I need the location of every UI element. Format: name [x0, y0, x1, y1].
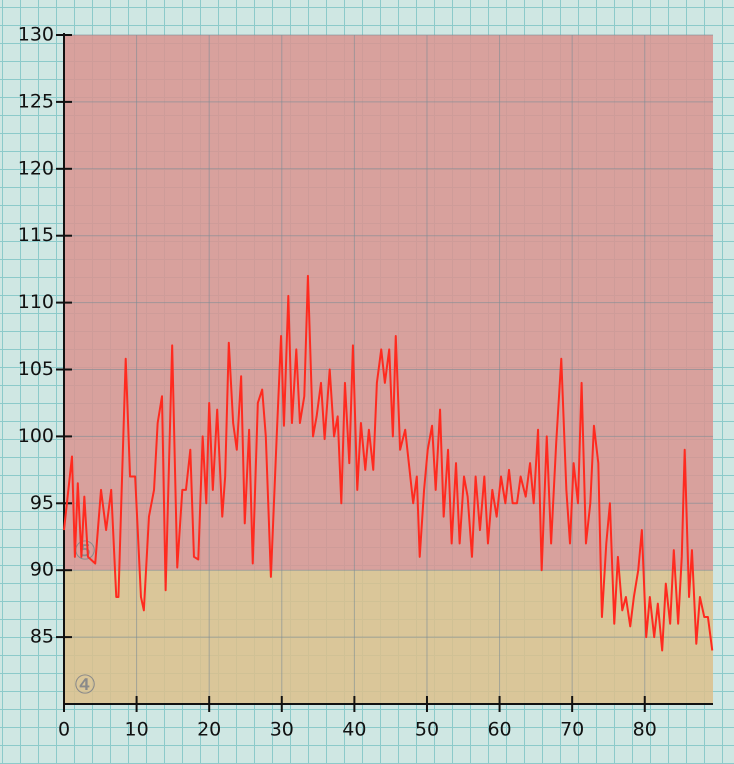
y-tick-label: 125	[18, 90, 54, 112]
y-tick-label: 130	[18, 24, 54, 46]
x-tick-label: 30	[270, 719, 294, 741]
y-tick-label: 100	[18, 425, 54, 447]
x-tick-label: 0	[58, 719, 70, 741]
zone-label: ④	[73, 671, 96, 701]
data-line	[63, 274, 714, 652]
x-tick-label: 20	[197, 719, 221, 741]
y-tick-label: 95	[30, 492, 54, 514]
x-tick-label: 80	[633, 719, 657, 741]
y-tick-label: 110	[18, 291, 54, 313]
x-tick-label: 10	[125, 719, 149, 741]
x-tick-label: 60	[487, 719, 511, 741]
x-tick-label: 40	[342, 719, 366, 741]
x-tick-label: 50	[415, 719, 439, 741]
x-tick-label: 70	[560, 719, 584, 741]
y-tick-label: 115	[18, 224, 54, 246]
y-tick-label: 120	[18, 157, 54, 179]
y-tick-label: 90	[30, 559, 54, 581]
y-tick-label: 85	[30, 626, 54, 648]
y-tick-label: 105	[18, 358, 54, 380]
